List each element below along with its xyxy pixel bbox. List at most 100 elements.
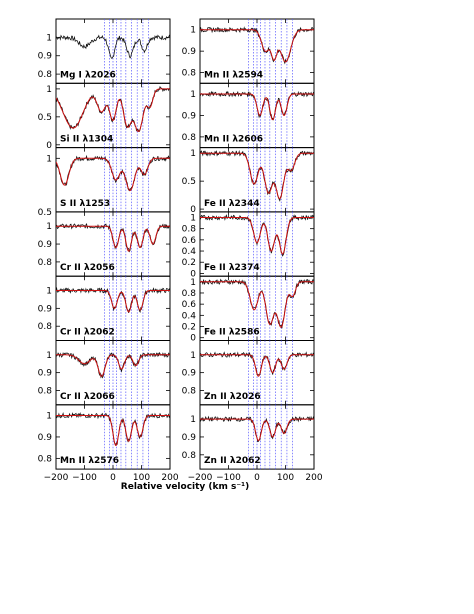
y-tick-label: 1 (46, 85, 52, 95)
fit-profile (56, 354, 170, 377)
y-tick-label: 0.8 (182, 387, 197, 397)
y-tick-label: 0.8 (182, 69, 197, 79)
fit-profile (200, 281, 314, 328)
y-tick-label: 0 (190, 334, 196, 344)
y-tick-label: 1 (46, 222, 52, 232)
y-tick-label: 0.8 (38, 70, 53, 80)
fit-profile (56, 415, 170, 447)
x-tick-label: 200 (305, 473, 322, 483)
x-tick-label: 0 (110, 473, 116, 483)
y-tick-label: 1 (46, 33, 52, 43)
fit-profile (200, 418, 314, 442)
panel-grid: 0.8 0.9 1 Mg I λ2026 0 0.5 1 Si II λ1304 0.5 1 S I… (38, 18, 323, 483)
panel-1-6: 0.8 0.9 1 Zn II λ2062 (182, 404, 315, 470)
fit-profile (200, 217, 314, 255)
y-tick-label: 0.9 (38, 240, 53, 250)
y-tick-label: 0 (46, 141, 52, 151)
y-tick-label: 1 (46, 286, 52, 296)
ion-label: Mg I λ2026 (60, 70, 116, 80)
y-tick-label: 0 (190, 205, 196, 215)
x-tick-label: 0 (254, 473, 260, 483)
y-tick-label: 0.8 (38, 454, 53, 464)
y-tick-label: 1 (190, 26, 196, 36)
y-tick-label: 1 (46, 412, 52, 422)
y-tick-label: 0.5 (38, 208, 52, 218)
ion-label: Cr II λ2062 (60, 328, 115, 338)
y-tick-label: 1 (46, 154, 52, 164)
ion-label: Fe II λ2344 (204, 199, 260, 209)
panel-0-5: 0.8 0.9 1 Cr II λ2066 (38, 340, 171, 406)
y-tick-label: 0.8 (38, 322, 53, 332)
panel-1-4: 00.2 0.40.60.81 Fe II λ2586 (182, 275, 315, 344)
y-tick-label: 1 (190, 351, 196, 361)
x-tick-label: 100 (277, 473, 294, 483)
y-tick-label: 0.9 (182, 433, 197, 443)
fit-profile (200, 29, 314, 63)
panel-0-2: 0.5 1 S II λ1253 (38, 147, 171, 218)
x-tick-label: 100 (133, 473, 150, 483)
panel-1-1: 0.8 0.9 1 Mn II λ2606 (182, 82, 315, 149)
y-tick-label: 0.5 (38, 113, 52, 123)
ion-label: Cr II λ2056 (60, 263, 115, 273)
y-tick-label: 1 (190, 90, 196, 100)
x-tick-label: 200 (161, 473, 178, 483)
y-tick-label: 1 (190, 415, 196, 425)
y-tick-label: 0.6 (182, 300, 197, 310)
ion-label: S II λ1253 (60, 199, 110, 209)
x-tick-label: −200 (44, 473, 69, 483)
y-tick-label: 0.8 (182, 133, 197, 143)
y-tick-label: 0.9 (38, 433, 53, 443)
y-tick-label: 0.8 (38, 387, 53, 397)
ion-label: Mn II λ2606 (204, 135, 263, 145)
ion-label: Fe II λ2586 (204, 328, 260, 338)
data-spectrum (56, 34, 170, 59)
panel-1-0: 0.8 0.9 1 Mn II λ2594 (182, 18, 315, 84)
panel-1-5: 0.8 0.9 1 Zn II λ2026 (182, 340, 315, 406)
panel-0-4: 0.8 0.9 1 Cr II λ2062 (38, 275, 171, 342)
y-tick-label: 0.8 (182, 289, 197, 299)
ion-label: Zn II λ2026 (204, 392, 261, 402)
y-tick-label: 0.9 (182, 369, 197, 379)
panel-0-1: 0 0.5 1 Si II λ1304 (38, 82, 171, 151)
fit-profile (56, 290, 170, 313)
x-tick-label: −100 (216, 473, 241, 483)
y-tick-label: 0.5 (182, 177, 196, 187)
y-tick-label: 0.6 (182, 236, 197, 246)
fit-profile (56, 225, 170, 252)
y-tick-label: 0 (190, 269, 196, 279)
x-tick-label: −100 (72, 473, 97, 483)
y-tick-label: 0.9 (38, 304, 53, 314)
x-axis-title: Relative velocity (km s⁻¹) (121, 482, 249, 492)
fit-profile (200, 93, 314, 121)
ion-label: Si II λ1304 (60, 135, 113, 145)
y-tick-label: 1 (190, 278, 196, 288)
y-tick-label: 0.9 (38, 52, 53, 62)
y-tick-label: 0.9 (38, 369, 53, 379)
y-tick-label: 0.2 (182, 258, 196, 268)
fit-profile (200, 354, 314, 377)
ion-label: Mn II λ2576 (60, 456, 119, 466)
panel-0-0: 0.8 0.9 1 Mg I λ2026 (38, 18, 171, 84)
y-tick-label: 0.4 (182, 311, 197, 321)
y-tick-label: 0.9 (182, 111, 197, 121)
y-tick-label: 0.8 (182, 225, 197, 235)
y-tick-label: 1 (190, 213, 196, 223)
ion-label: Mn II λ2594 (204, 70, 263, 80)
fit-profile (56, 157, 170, 191)
ion-label: Fe II λ2374 (204, 263, 260, 273)
y-tick-label: 0.9 (182, 47, 197, 57)
panel-1-3: 00.20.40.60.8 1 Fe II λ2374 (182, 211, 315, 279)
panel-1-2: 0 0.5 1 Fe II λ2344 (182, 147, 315, 215)
y-tick-label: 0.8 (182, 451, 197, 461)
y-tick-label: 0.2 (182, 323, 196, 333)
data-spectrum (56, 351, 170, 379)
panel-0-3: 0.8 0.9 1 Cr II λ2056 (38, 211, 171, 277)
y-tick-label: 0.8 (38, 258, 53, 268)
y-tick-label: 1 (190, 149, 196, 159)
ion-label: Zn II λ2062 (204, 456, 261, 466)
y-tick-label: 0.4 (182, 247, 197, 257)
panel-0-6: 0.8 0.9 1 Mn II λ2576 (38, 404, 171, 470)
ion-label: Cr II λ2066 (60, 392, 115, 402)
fit-profile (200, 152, 314, 200)
